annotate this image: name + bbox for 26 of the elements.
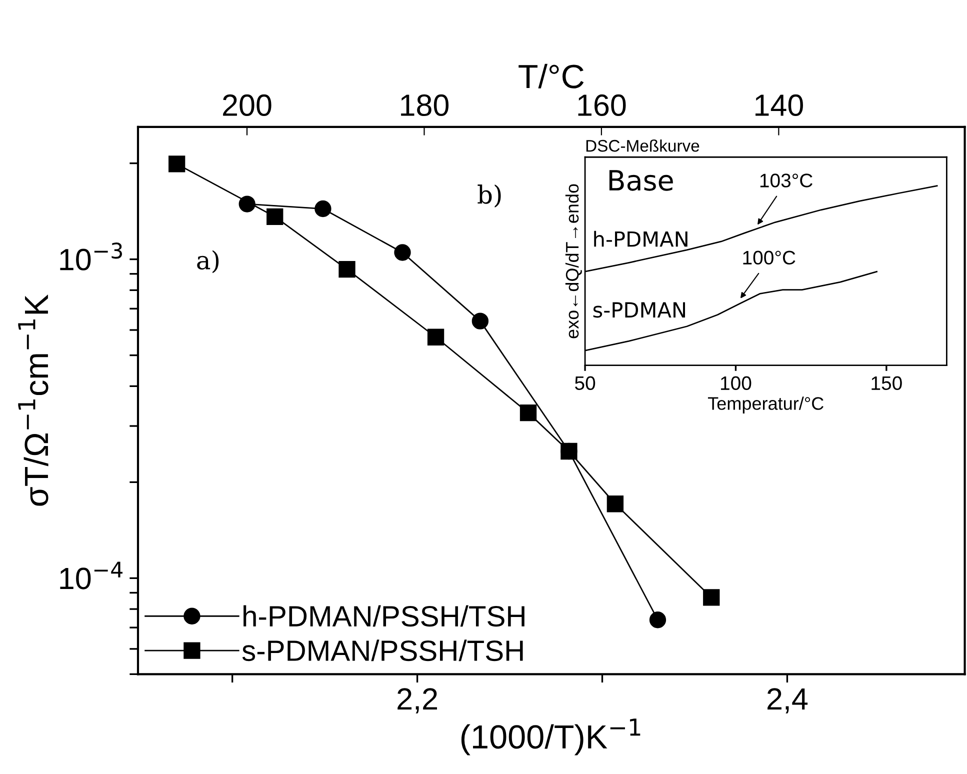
annotation: Base	[609, 170, 673, 191]
x2-tick-label: 180	[401, 94, 449, 116]
annotation: 100°C	[743, 250, 796, 265]
x-axis-title: (1000/T)K$^{−1}$	[461, 718, 640, 756]
x-axis-title: Temperatur/°C	[708, 396, 824, 414]
annotation: 103°C	[760, 174, 812, 188]
legend-label: h-PDMAN/PSSH/TSH	[244, 605, 524, 627]
annotation: a)	[197, 250, 219, 274]
x2-tick-label: 200	[223, 94, 272, 116]
y-axis-title: σT/Ω$^{−1}$cm$^{−1}$K	[18, 294, 48, 506]
y-tick-label: 10$^{−4}$	[60, 562, 122, 590]
annotation: h-PDMAN	[594, 230, 688, 247]
x-tick-label: 2,2	[398, 688, 437, 714]
x2-tick-label: 140	[756, 94, 803, 116]
x-tick-label: 50	[575, 376, 596, 390]
chart-title: DSC-Meßkurve	[586, 139, 700, 152]
legend-label: s-PDMAN/PSSH/TSH	[242, 640, 523, 662]
x2-tick-label: 160	[578, 94, 626, 116]
y-tick-label: 10$^{−3}$	[60, 242, 122, 270]
x-tick-label: 2,4	[768, 688, 808, 714]
annotation: s-PDMAN	[593, 302, 686, 318]
annotation: b)	[478, 184, 501, 208]
x2-axis-title: T/°C	[518, 64, 584, 88]
y-axis-title: exo←dQ/dT→endo	[565, 184, 582, 338]
x-tick-label: 100	[720, 376, 752, 390]
x-tick-label: 150	[872, 376, 902, 390]
